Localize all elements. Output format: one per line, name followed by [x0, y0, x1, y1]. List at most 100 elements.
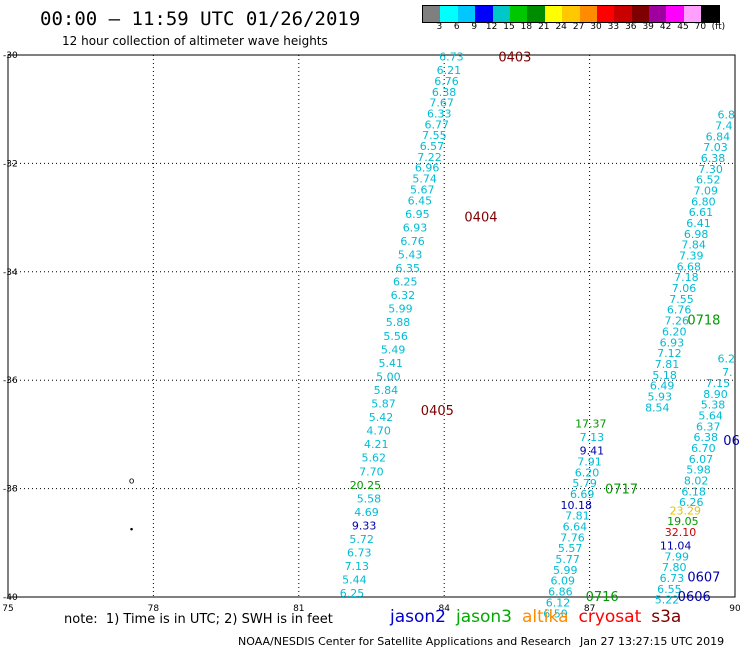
- swh-value: 5.88: [386, 316, 411, 329]
- swh-value: 6.32: [391, 289, 416, 302]
- swh-value: 6.38: [701, 152, 726, 165]
- swh-value: 6.57: [420, 140, 445, 153]
- swh-value: 8.02: [684, 474, 709, 487]
- swh-value: 10.18: [561, 499, 593, 512]
- swh-value: 6.93: [660, 336, 685, 349]
- colorbar-swatch: [701, 6, 719, 22]
- swh-value: 5.58: [357, 492, 382, 505]
- colorbar-swatch: [440, 6, 458, 22]
- swh-value: 6.20: [575, 466, 600, 479]
- swh-value: 6.45: [408, 194, 433, 207]
- swh-value: 5.99: [553, 564, 578, 577]
- legend-item-jason2: jason2: [390, 607, 446, 627]
- swh-value: 7.84: [681, 239, 706, 252]
- legend-item-altika: altika: [522, 607, 569, 627]
- colorbar-swatch: [614, 6, 632, 22]
- lat-tick-label: -32: [3, 159, 18, 169]
- pass-time-labels: 0403 0404 0405 0718 0717 0716 06 0607 0606: [421, 51, 740, 605]
- pass-time-label: 0718: [687, 313, 720, 328]
- swh-value: 6.55: [657, 583, 682, 596]
- swh-value: 6.76: [667, 304, 692, 317]
- swh-value: 7.39: [679, 250, 704, 263]
- swh-value: 6.21: [437, 64, 462, 77]
- swh-value: 7.4: [715, 119, 733, 132]
- colorbar-swatch: [649, 6, 667, 22]
- swh-value: 6.20: [662, 325, 687, 338]
- swh-value: 6.96: [415, 162, 440, 175]
- lon-tick-label: 84: [438, 604, 450, 614]
- swh-value: 5.49: [381, 343, 406, 356]
- colorbar-swatch: [492, 6, 510, 22]
- swh-value: 7.15: [706, 377, 731, 390]
- colorbar-tick-label: 24: [555, 22, 567, 32]
- swh-value: 5.99: [388, 303, 413, 316]
- pass-time-label: 0403: [498, 51, 531, 66]
- swh-value: 7.: [722, 366, 733, 379]
- swh-value: 5.74: [412, 173, 437, 186]
- lon-tick-label: 75: [2, 604, 13, 614]
- swh-value: 6.33: [427, 108, 452, 121]
- lon-tick-label: 87: [584, 604, 595, 614]
- colorbar-tick-label: 18: [520, 22, 533, 32]
- swh-value: 6.73: [347, 547, 372, 560]
- swh-value: 5.56: [383, 330, 408, 343]
- swh-value: 5.38: [701, 399, 726, 412]
- swh-value: 5.41: [379, 357, 404, 370]
- units-note: note: 1) Time is in UTC; 2) SWH is in fe…: [64, 612, 333, 627]
- pass-time-label: 0405: [421, 404, 454, 419]
- lat-tick-label: -30: [3, 51, 18, 61]
- colorbar-tick-label: 39: [642, 22, 654, 32]
- swh-value: 6.80: [691, 195, 716, 208]
- swh-value: 6.76: [434, 75, 459, 88]
- satellite-legend: jason2 jason3 altika cryosat s3a: [390, 607, 691, 627]
- swh-value: 20.25: [350, 479, 382, 492]
- swh-value: 7.55: [422, 129, 447, 142]
- lon-tick-label: 90: [729, 604, 740, 614]
- swh-value: 5.87: [371, 398, 396, 411]
- page-subtitle: 12 hour collection of altimeter wave hei…: [62, 34, 328, 48]
- lat-tick-label: -38: [3, 485, 18, 495]
- swh-value: 7.76: [560, 531, 585, 544]
- swh-value: 6.64: [563, 521, 588, 534]
- swh-value: 5.44: [342, 574, 367, 587]
- swh-value: 6.77: [425, 118, 450, 131]
- map-frame: [7, 54, 736, 598]
- colorbar-tick-label: 42: [659, 22, 672, 32]
- swh-value: 7.12: [657, 347, 682, 360]
- swh-value: 5.00: [376, 370, 401, 383]
- swh-value: 7.06: [672, 282, 697, 295]
- swh-value: 6.18: [681, 485, 706, 498]
- swh-value: 7.30: [698, 163, 723, 176]
- colorbar: [422, 5, 720, 23]
- colorbar-swatch: [562, 6, 580, 22]
- swh-value: 17.37: [575, 418, 607, 431]
- swh-value: 4.70: [366, 425, 391, 438]
- swh-value: 7.09: [694, 185, 719, 198]
- legend-item-s3a: s3a: [651, 607, 682, 627]
- lon-tick-label: 78: [148, 604, 160, 614]
- swh-value: 5.43: [398, 248, 423, 261]
- pass-time-label: 06: [723, 434, 740, 449]
- swh-value: 6.93: [403, 221, 428, 234]
- swh-value: 6.49: [650, 380, 675, 393]
- colorbar-swatch: [475, 6, 493, 22]
- swh-value: 5.42: [369, 411, 394, 424]
- swh-value: 8.54: [645, 401, 670, 414]
- swh-value: 6.69: [570, 488, 595, 501]
- swh-value: 6.07: [689, 453, 714, 466]
- colorbar-swatch: [579, 6, 597, 22]
- swh-value: 6.38: [694, 431, 719, 444]
- swh-value: 6.38: [432, 86, 457, 99]
- colorbar-swatch: [666, 6, 684, 22]
- colorbar-tick-label: 30: [590, 22, 602, 32]
- swh-value: 7.81: [565, 510, 590, 523]
- swh-value: 6.68: [677, 260, 702, 273]
- colorbar-swatch: [527, 6, 545, 22]
- swh-value: 5.62: [362, 452, 387, 465]
- swh-value: 5.77: [555, 553, 580, 566]
- swh-value: 7.55: [669, 293, 694, 306]
- swh-value: 6.35: [395, 262, 420, 275]
- swh-value: 4.69: [354, 506, 379, 519]
- swh-value: 6.12: [546, 596, 571, 609]
- pass-time-label: 0404: [464, 211, 497, 226]
